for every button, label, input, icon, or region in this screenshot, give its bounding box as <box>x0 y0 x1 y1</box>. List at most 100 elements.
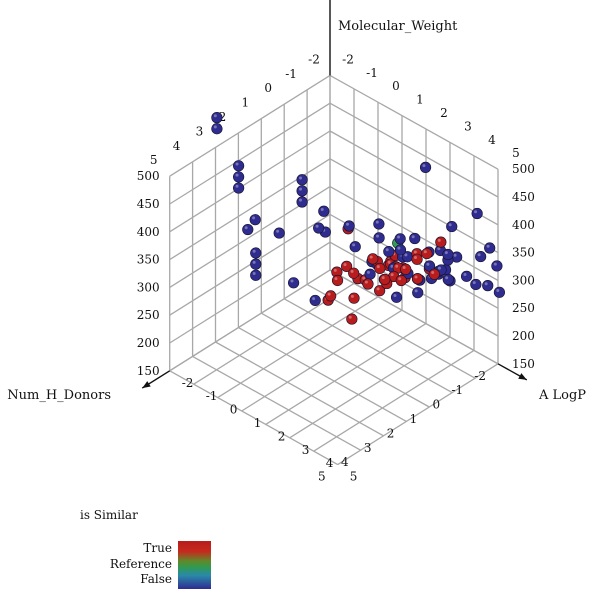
x-tick-label: 1 <box>254 416 262 430</box>
y-tick-label: 1 <box>410 412 418 426</box>
legend-labels: True Reference False <box>94 541 172 588</box>
data-point-false <box>288 277 300 289</box>
x-tick-label: 3 <box>302 443 310 457</box>
y-tick-label: 4 <box>173 139 181 153</box>
z-tick-label: 450 <box>137 197 160 211</box>
data-point-highlight <box>252 249 256 253</box>
data-point-highlight <box>387 260 391 264</box>
data-point-highlight <box>423 250 427 254</box>
z-tick-label: 300 <box>512 273 535 287</box>
wall-grid-line <box>329 130 499 226</box>
data-point-highlight <box>290 279 294 283</box>
y-tick-label: -1 <box>285 67 297 81</box>
wall-grid-line <box>169 130 331 233</box>
z-tick-label: 300 <box>137 280 160 294</box>
data-point-highlight <box>376 234 379 238</box>
legend-label-false: False <box>140 572 172 586</box>
x-tick-label: 3 <box>464 119 472 133</box>
data-point-highlight <box>252 216 256 220</box>
legend-label-true: True <box>143 541 172 555</box>
data-point-true <box>428 268 440 280</box>
y-tick-label: 1 <box>241 96 249 110</box>
data-point-false <box>296 185 308 197</box>
wall-grid-line <box>329 269 499 365</box>
data-point-true <box>362 278 374 290</box>
data-point-false <box>296 196 308 208</box>
x-tick-label: 1 <box>416 93 424 107</box>
data-point-highlight <box>486 244 490 248</box>
data-point-highlight <box>327 292 331 296</box>
data-point-true <box>325 290 337 302</box>
data-point-false <box>373 232 385 244</box>
data-point-false <box>273 227 285 239</box>
data-point-highlight <box>350 294 354 298</box>
data-point-highlight <box>397 246 401 250</box>
wall-grid-line <box>169 158 331 261</box>
data-point-highlight <box>437 238 441 242</box>
x-axis-label: A LogP <box>538 388 586 403</box>
floor-grid-line <box>169 370 339 466</box>
data-point-highlight <box>244 226 248 230</box>
data-point-false <box>471 207 483 220</box>
z-tick-label: 200 <box>137 336 160 350</box>
floor-grid-line <box>283 298 453 394</box>
data-point-false <box>442 248 454 261</box>
floor-grid-line <box>192 355 361 451</box>
floor-grid-line <box>260 312 430 408</box>
z-tick-label: 150 <box>512 357 535 371</box>
data-point-highlight <box>235 184 239 188</box>
data-point-false <box>383 245 395 258</box>
z-tick-label: 500 <box>137 169 160 183</box>
y-axis-arrow-head <box>142 381 151 389</box>
x-tick-label: -1 <box>206 389 218 403</box>
data-point-false <box>364 268 376 280</box>
data-point-highlight <box>364 280 368 284</box>
data-point-highlight <box>393 293 397 297</box>
y-tick-label: 5 <box>318 470 326 484</box>
data-point-highlight <box>299 176 302 180</box>
data-point-false <box>394 233 406 245</box>
data-point-highlight <box>346 222 350 226</box>
data-point-false <box>250 269 262 281</box>
x-tick-label: -2 <box>182 376 194 390</box>
z-tick-label: 450 <box>512 190 535 204</box>
data-point-false <box>249 214 261 226</box>
data-point-false <box>491 260 503 272</box>
y-tick-label: 0 <box>433 398 441 412</box>
x-tick-label: -2 <box>342 52 354 66</box>
data-point-highlight <box>414 275 418 279</box>
data-point-false <box>412 287 424 299</box>
data-point-false <box>493 286 506 298</box>
data-point-false <box>460 270 473 282</box>
data-point-highlight <box>334 277 338 281</box>
data-point-true <box>331 274 344 287</box>
data-point-highlight <box>375 220 379 224</box>
data-point-false <box>442 273 454 286</box>
x-tick-label: -1 <box>366 66 378 80</box>
y-tick-label: 2 <box>387 426 395 440</box>
x-tick-label: 4 <box>488 133 496 147</box>
y-tick-label: -1 <box>451 383 463 397</box>
data-point-false <box>242 223 254 236</box>
data-point-false <box>233 160 245 172</box>
z-tick-label: 400 <box>137 225 160 239</box>
data-point-false <box>211 123 223 135</box>
x-tick-label: 0 <box>392 79 400 93</box>
data-point-true <box>421 247 433 260</box>
wall-grid-line <box>329 74 499 170</box>
wall-grid-line <box>329 158 499 254</box>
data-point-false <box>423 260 436 272</box>
data-point-highlight <box>398 277 402 281</box>
floor-grid-line <box>265 323 427 425</box>
wall-grid-line <box>169 213 331 316</box>
data-point-highlight <box>362 276 366 280</box>
data-point-highlight <box>213 114 217 118</box>
data-point-highlight <box>276 229 280 233</box>
data-point-highlight <box>426 262 430 266</box>
data-point-false <box>419 161 432 173</box>
z-tick-label: 250 <box>512 301 535 315</box>
data-point-highlight <box>385 248 389 252</box>
data-point-highlight <box>413 256 417 260</box>
y-tick-label: -2 <box>474 369 486 383</box>
data-point-true <box>412 273 424 285</box>
